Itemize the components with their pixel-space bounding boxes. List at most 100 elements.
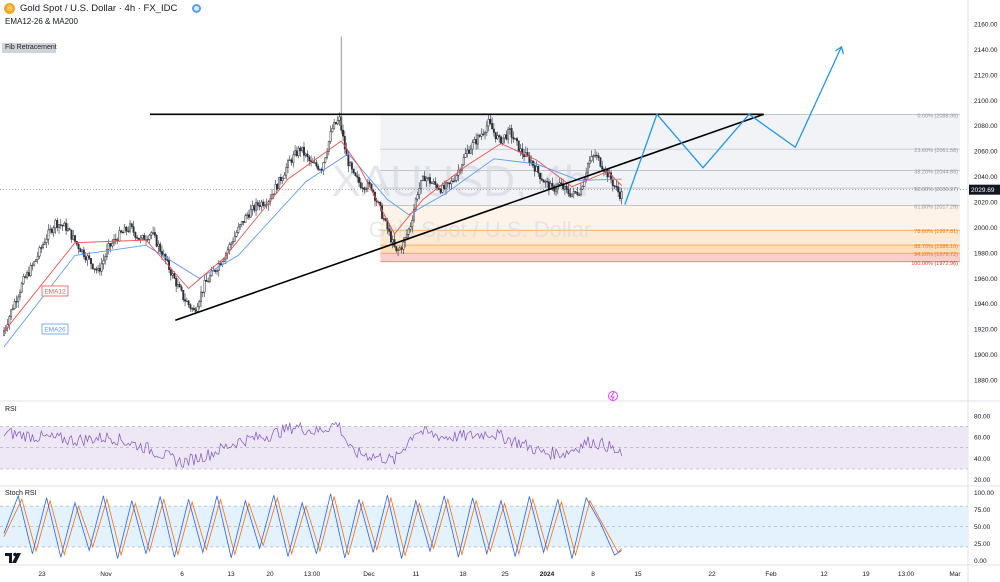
candle-body [205, 279, 208, 282]
candle-body [491, 123, 494, 130]
candle-body [22, 276, 25, 284]
candle-body [180, 286, 183, 291]
candle-body [475, 139, 478, 145]
candle-body [150, 232, 153, 236]
x-tick-label: 15 [634, 571, 642, 578]
x-tick-label: 12 [820, 571, 828, 578]
candle-body [567, 189, 570, 194]
candle-body [390, 231, 392, 243]
x-tick-label: 13 [227, 571, 235, 578]
candle-body [547, 181, 550, 190]
candle-body [146, 238, 149, 241]
fib-level-label: 61.80% (2017.29) [914, 204, 958, 210]
fib-zone-942-100 [380, 253, 960, 262]
candle-body [487, 119, 490, 127]
fib-zone-618-786 [380, 205, 960, 231]
rsi-tick-label: 40.00 [974, 456, 991, 463]
candle-body [295, 150, 298, 156]
candle-body [352, 169, 355, 174]
candle-body [10, 309, 13, 318]
current-price-label: 2029.69 [971, 187, 995, 194]
candle-body [579, 188, 582, 196]
candle-body [130, 223, 133, 227]
candle-body [427, 177, 430, 179]
candle-body [329, 131, 332, 142]
candle-body [66, 228, 69, 231]
candle-body [230, 242, 233, 245]
tradingview-logo-icon[interactable] [5, 552, 25, 564]
candle-body [192, 308, 195, 311]
candle-body [11, 308, 14, 310]
candle-body [281, 178, 284, 181]
candle-body [24, 276, 27, 278]
candle-body [492, 128, 495, 133]
candle-body [246, 214, 249, 216]
candle-body [381, 205, 384, 219]
fib-retracement-badge[interactable]: Fib Retracement [2, 43, 57, 53]
symbol-title[interactable]: Gold Spot / U.S. Dollar · 4h · FX_IDC [20, 3, 178, 14]
candle-body [618, 191, 621, 199]
candle-body [576, 192, 579, 195]
candle-body [203, 279, 206, 293]
candle-body [468, 149, 471, 154]
candle-body [338, 116, 341, 121]
candle-body [572, 191, 575, 195]
candle-body [86, 255, 89, 261]
fib-level-label: 100.00% (1972.96) [911, 261, 958, 267]
candle-body [79, 248, 82, 253]
candle-body [139, 237, 142, 240]
candle-body [237, 226, 240, 233]
candle-body [402, 241, 405, 250]
candle-body [413, 208, 415, 221]
candle-body [354, 172, 357, 177]
candle-body [279, 176, 282, 181]
candle-body [418, 188, 421, 195]
candle-body [452, 180, 455, 183]
lightning-icon [608, 391, 618, 401]
x-tick-label: 11 [413, 571, 420, 578]
fib-level-label: 23.60% (2061.58) [914, 148, 958, 154]
candle-body [235, 232, 238, 237]
rsi-title: RSI [5, 406, 17, 413]
candle-body [489, 119, 492, 124]
candle-body [445, 182, 447, 189]
y-tick-label: 2000.00 [974, 225, 998, 232]
candle-body [54, 219, 57, 229]
candle-body [496, 135, 499, 140]
indicators-legend[interactable]: EMA12-26 & MA200 [5, 17, 78, 26]
rsi-tick-label: 80.00 [974, 413, 991, 420]
candle-body [453, 180, 456, 182]
candle-body [173, 273, 176, 279]
candle-body [114, 238, 117, 241]
candle-body [429, 177, 431, 184]
candle-body [136, 237, 139, 239]
candle-body [262, 201, 265, 206]
candle-body [498, 135, 501, 138]
candle-body [26, 272, 29, 278]
candle-body [469, 148, 472, 154]
candle-body [107, 243, 110, 250]
candle-body [260, 201, 263, 207]
candle-body [441, 184, 444, 193]
stoch-title: Stoch RSI [5, 490, 37, 497]
candle-body [61, 225, 64, 227]
candle-body [175, 278, 178, 287]
candle-body [214, 270, 217, 272]
candle-body [610, 172, 612, 181]
blue-circle-icon[interactable] [192, 4, 202, 13]
candle-body [551, 183, 554, 187]
candle-body [359, 182, 362, 189]
candle-body [294, 150, 297, 156]
candle-body [519, 148, 522, 152]
candle-body [29, 265, 32, 276]
candle-body [171, 273, 174, 276]
rsi-line [3, 421, 623, 469]
candle-body [185, 300, 188, 303]
candle-body [177, 284, 179, 287]
y-tick-label: 2160.00 [974, 22, 998, 29]
candle-body [292, 154, 295, 163]
candle-body [558, 182, 561, 185]
candle-body [13, 301, 16, 309]
candle-body [93, 268, 96, 270]
